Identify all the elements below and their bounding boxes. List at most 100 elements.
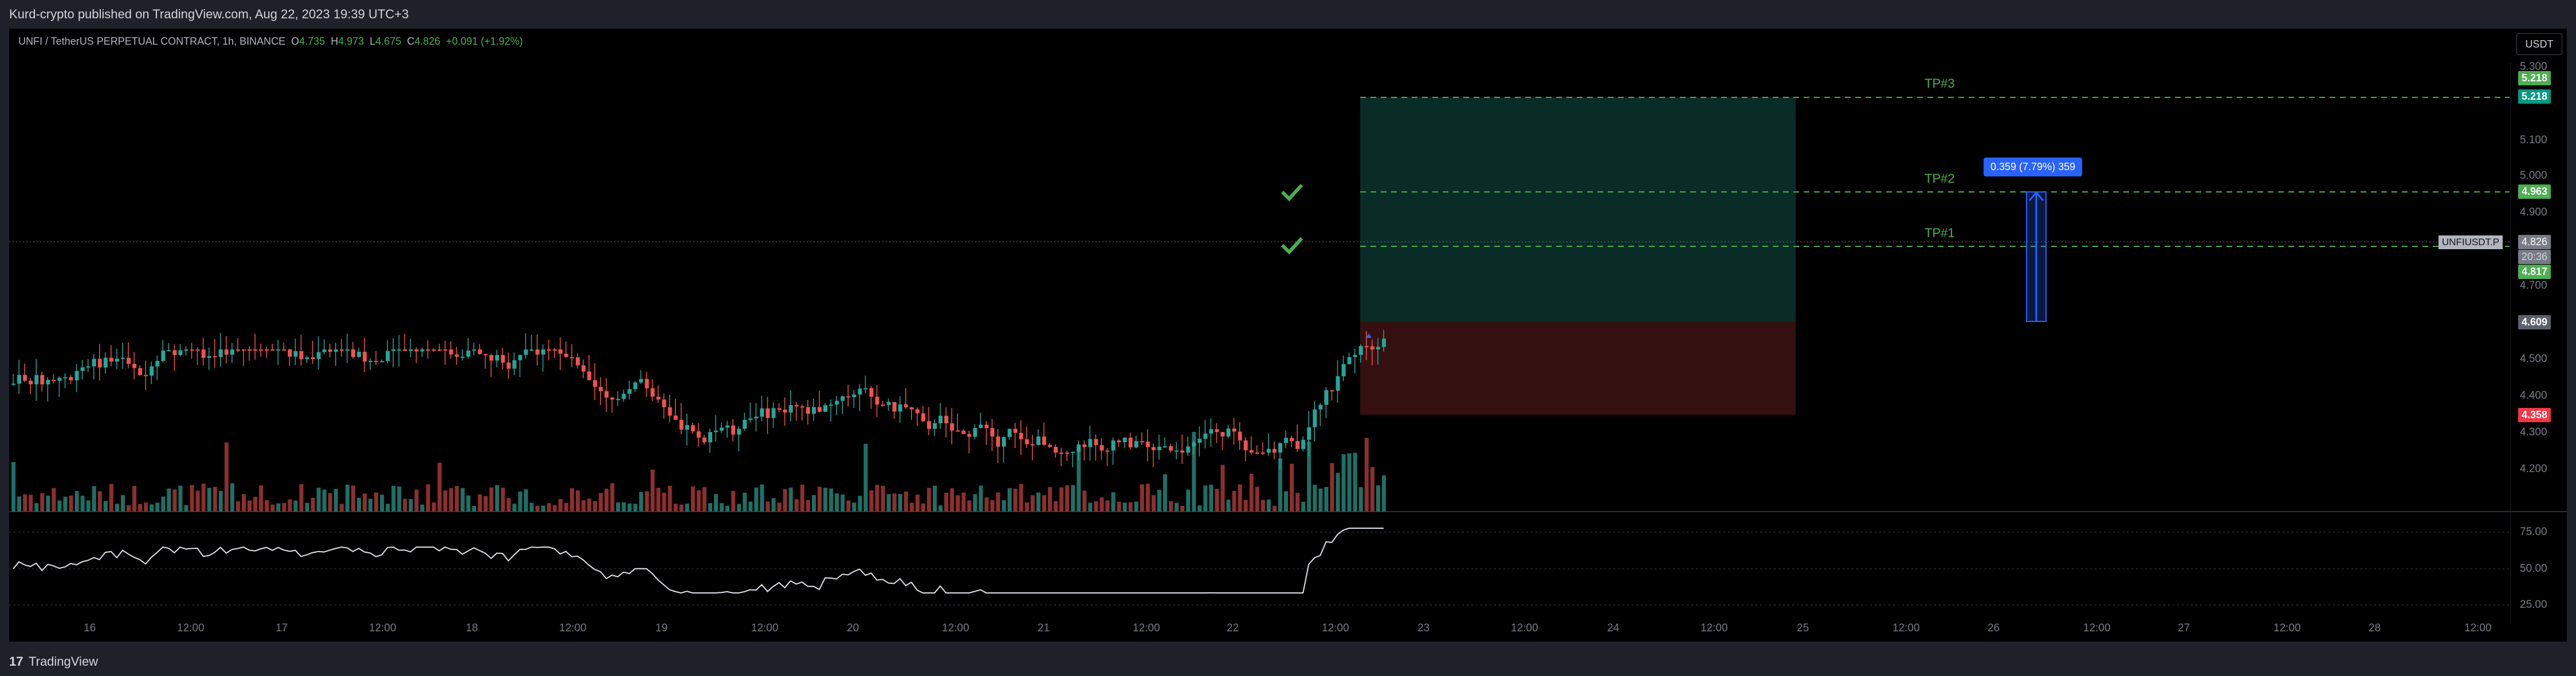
candle-body[interactable]: [1266, 449, 1271, 453]
candle-body[interactable]: [74, 371, 79, 380]
candle-body[interactable]: [484, 354, 488, 356]
candle-body[interactable]: [933, 423, 937, 429]
candle-body[interactable]: [616, 399, 621, 400]
candle-body[interactable]: [581, 365, 586, 372]
candle-body[interactable]: [420, 349, 425, 352]
brand-name[interactable]: TradingView: [29, 654, 99, 669]
candle-body[interactable]: [351, 349, 355, 357]
candle-body[interactable]: [333, 349, 338, 352]
candle-body[interactable]: [564, 353, 568, 357]
candle-body[interactable]: [1260, 453, 1265, 454]
candle-body[interactable]: [593, 380, 598, 387]
loss-zone[interactable]: [1360, 322, 1796, 415]
profit-zone[interactable]: [1360, 97, 1796, 322]
candle-body[interactable]: [1226, 429, 1231, 437]
candle-body[interactable]: [63, 377, 68, 379]
candle-body[interactable]: [679, 419, 684, 430]
candle-body[interactable]: [1313, 409, 1317, 427]
candle-body[interactable]: [892, 402, 897, 412]
candle-body[interactable]: [1278, 443, 1282, 453]
tp2-price-tag[interactable]: 4.963: [2518, 184, 2551, 199]
candle-body[interactable]: [950, 423, 955, 431]
candle-body[interactable]: [1019, 433, 1023, 439]
candle-body[interactable]: [1169, 446, 1173, 451]
candle-body[interactable]: [299, 351, 304, 359]
candle-body[interactable]: [984, 425, 989, 429]
candle-body[interactable]: [345, 349, 350, 351]
tradingview-logo[interactable]: 17: [9, 654, 23, 669]
candle-body[interactable]: [1376, 347, 1380, 349]
candle-body[interactable]: [103, 357, 108, 368]
candle-body[interactable]: [800, 406, 804, 408]
symbol-name[interactable]: UNFI / TetherUS PERPETUAL CONTRACT, 1h, …: [18, 36, 286, 47]
candle-body[interactable]: [1318, 404, 1323, 410]
candle-body[interactable]: [1324, 390, 1329, 405]
candle-body[interactable]: [391, 349, 396, 351]
candle-body[interactable]: [921, 413, 925, 422]
candle-body[interactable]: [863, 388, 868, 390]
tp1-label[interactable]: TP#1: [1925, 226, 1955, 240]
candle-body[interactable]: [178, 350, 183, 355]
candle-body[interactable]: [743, 419, 747, 429]
candle-body[interactable]: [235, 349, 240, 351]
current-price-tag[interactable]: 4.826: [2518, 235, 2551, 249]
candle-body[interactable]: [846, 396, 851, 398]
candle-body[interactable]: [23, 375, 28, 381]
candle-body[interactable]: [495, 355, 500, 361]
candle-body[interactable]: [270, 349, 275, 351]
candle-body[interactable]: [754, 416, 759, 419]
candle-body[interactable]: [1232, 429, 1236, 432]
candle-body[interactable]: [11, 383, 15, 385]
candle-body[interactable]: [460, 356, 465, 358]
candle-body[interactable]: [1145, 441, 1150, 447]
candle-body[interactable]: [449, 349, 453, 355]
candle-body[interactable]: [253, 349, 258, 351]
candle-body[interactable]: [783, 410, 787, 413]
candle-body[interactable]: [265, 349, 269, 351]
candle-body[interactable]: [380, 361, 384, 363]
candle-body[interactable]: [29, 380, 33, 384]
candle-body[interactable]: [771, 408, 776, 418]
candle-body[interactable]: [708, 432, 713, 443]
candle-body[interactable]: [339, 349, 344, 351]
candle-body[interactable]: [524, 349, 528, 355]
candle-body[interactable]: [622, 394, 626, 399]
candle-body[interactable]: [1180, 450, 1185, 453]
candle-body[interactable]: [587, 371, 591, 380]
candle-body[interactable]: [1192, 442, 1196, 447]
candle-body[interactable]: [1220, 432, 1225, 437]
candle-body[interactable]: [316, 352, 321, 359]
price-chart[interactable]: [9, 29, 2567, 642]
candle-body[interactable]: [120, 357, 125, 359]
candle-body[interactable]: [1336, 376, 1340, 391]
candle-body[interactable]: [127, 357, 131, 364]
candle-body[interactable]: [547, 349, 551, 351]
candle-body[interactable]: [1238, 431, 1242, 441]
candle-body[interactable]: [478, 349, 482, 355]
candle-body[interactable]: [1002, 437, 1006, 447]
candle-body[interactable]: [224, 349, 229, 355]
candle-body[interactable]: [852, 394, 857, 398]
candle-body[interactable]: [1048, 445, 1052, 447]
candle-body[interactable]: [472, 349, 476, 351]
candle-body[interactable]: [938, 415, 943, 423]
candle-body[interactable]: [1370, 346, 1375, 349]
candle-body[interactable]: [610, 397, 615, 400]
candle-body[interactable]: [489, 355, 494, 361]
candle-body[interactable]: [794, 404, 799, 407]
candle-body[interactable]: [737, 429, 741, 435]
candle-body[interactable]: [541, 349, 545, 355]
candle-body[interactable]: [150, 366, 154, 376]
candle-body[interactable]: [535, 349, 540, 355]
candle-body[interactable]: [184, 349, 189, 351]
candle-body[interactable]: [46, 380, 50, 385]
candle-body[interactable]: [1105, 450, 1110, 452]
candle-body[interactable]: [696, 431, 701, 438]
candle-body[interactable]: [667, 407, 672, 416]
candle-body[interactable]: [1128, 438, 1133, 448]
candle-body[interactable]: [662, 399, 666, 407]
candle-body[interactable]: [305, 357, 309, 359]
candle-body[interactable]: [1030, 444, 1035, 446]
candle-body[interactable]: [1290, 438, 1294, 441]
candle-body[interactable]: [760, 408, 764, 417]
